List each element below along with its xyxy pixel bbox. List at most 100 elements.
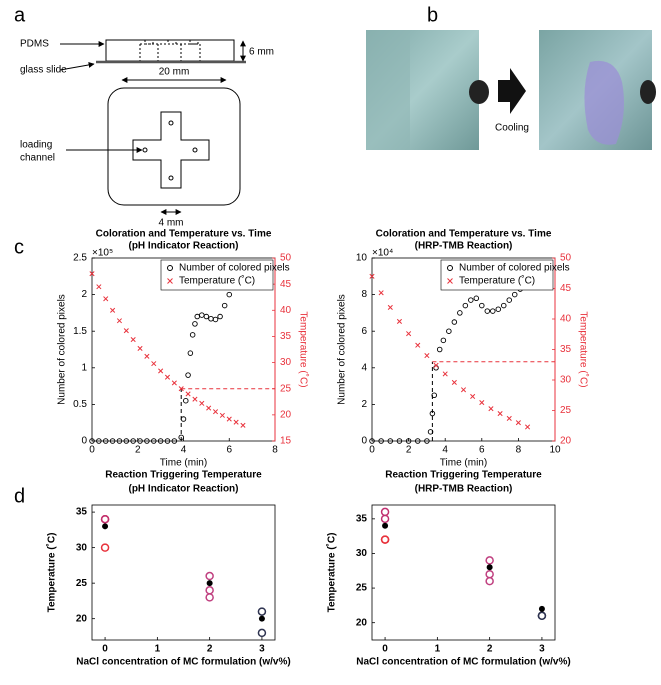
data-point	[511, 291, 518, 298]
y2-tick-label: 40	[280, 305, 292, 316]
chart-title: Reaction Triggering Temperature	[385, 470, 542, 481]
y-tick-label: 20	[356, 617, 368, 628]
data-point	[203, 313, 210, 320]
data-point	[440, 337, 447, 344]
plot-area	[371, 504, 556, 641]
y-tick-label: 2	[361, 399, 367, 410]
data-point	[380, 507, 390, 517]
chart: Coloration and Temperature vs. Time(HRP-…	[337, 229, 590, 469]
data-point	[205, 586, 214, 595]
y-multiplier: ×10⁴	[372, 248, 393, 259]
port	[168, 120, 174, 126]
data-point	[212, 316, 219, 323]
temperature-point	[226, 416, 232, 422]
port	[168, 175, 174, 181]
x-tick-label: 4	[442, 445, 448, 456]
data-point	[151, 438, 157, 444]
chart-subtitle: (HRP-TMB Reaction)	[415, 484, 513, 495]
label: 6 mm	[249, 47, 274, 58]
x-tick-label: 8	[272, 445, 278, 456]
data-point	[123, 438, 130, 444]
data-point	[427, 429, 434, 435]
temperature-point	[89, 271, 95, 277]
panel-label: a	[14, 4, 26, 26]
y2-tick-label: 50	[280, 253, 292, 264]
port	[142, 147, 148, 153]
chart: Reaction Triggering Temperature (HRP-TMB …	[326, 470, 571, 668]
x-tick-label: 1	[155, 644, 161, 655]
photo-detail	[469, 80, 489, 104]
x-tick-label: 6	[479, 445, 485, 456]
temperature-point	[433, 362, 439, 368]
x-tick-label: 0	[89, 445, 95, 456]
legend-label: Number of colored pixels	[459, 263, 570, 274]
mean-point	[258, 615, 265, 622]
y2-tick-label: 20	[280, 409, 292, 420]
y-tick-label: 1.5	[73, 326, 87, 337]
temperature-point	[406, 331, 412, 337]
y2-tick-label: 25	[560, 405, 572, 416]
mean-point	[102, 523, 109, 530]
data-point	[431, 392, 437, 399]
data-point	[485, 569, 494, 579]
data-point	[415, 438, 421, 444]
temperature-point	[103, 296, 109, 302]
temperature-point	[96, 284, 102, 290]
y-axis-label: Temperature (˚C)	[46, 533, 58, 613]
temperature-point	[171, 380, 177, 386]
panel-label: c	[14, 236, 24, 258]
data-point	[451, 319, 458, 325]
temperature-point	[137, 345, 143, 352]
temperature-point	[123, 328, 129, 334]
temperature-point	[110, 307, 116, 313]
data-point	[495, 306, 502, 312]
temperature-point	[497, 410, 503, 417]
data-point	[164, 438, 171, 444]
chart-subtitle: (HRP-TMB Reaction)	[415, 241, 513, 252]
data-point	[226, 291, 232, 298]
label: loading	[20, 140, 52, 151]
photo-panel: Cooling	[366, 30, 656, 150]
data-point	[387, 438, 394, 444]
data-point	[187, 350, 194, 356]
y-tick-label: 20	[76, 613, 88, 624]
data-point	[484, 308, 491, 314]
chart-title: Coloration and Temperature vs. Time	[376, 229, 552, 240]
y-tick-label: 25	[356, 583, 368, 594]
legend-box	[160, 259, 274, 291]
y-tick-label: 0.5	[73, 399, 87, 410]
panel-label: d	[14, 485, 25, 507]
data-point	[257, 628, 267, 638]
temperature-point	[212, 409, 219, 415]
temperature-point	[116, 318, 123, 324]
y-tick-label: 30	[356, 548, 368, 559]
data-point	[185, 372, 191, 378]
data-point	[457, 310, 463, 316]
data-point	[446, 328, 452, 334]
data-point	[506, 297, 513, 303]
data-point	[436, 346, 443, 353]
plot-area	[91, 504, 276, 641]
y2-tick-label: 20	[560, 436, 572, 447]
data-point	[183, 397, 189, 404]
chart: Reaction Triggering Temperature (pH Indic…	[46, 470, 291, 668]
data-point	[369, 438, 375, 444]
legend-label: Number of colored pixels	[179, 263, 290, 274]
data-point	[462, 302, 469, 309]
y2-tick-label: 45	[560, 283, 572, 294]
data-point	[130, 438, 136, 444]
x-tick-label: 0	[102, 644, 108, 655]
x-axis-label: Time (min)	[160, 458, 207, 469]
panel-label: b	[427, 4, 438, 26]
y-tick-label: 0	[81, 436, 87, 447]
temperature-point	[479, 400, 485, 406]
temperature-point	[192, 396, 198, 402]
data-point	[137, 438, 143, 444]
data-point	[396, 438, 403, 444]
arrow	[498, 68, 526, 114]
y-tick-label: 35	[356, 513, 368, 524]
data-point	[180, 416, 187, 422]
label: Cooling	[495, 123, 529, 134]
y2-tick-label: 35	[560, 344, 572, 355]
